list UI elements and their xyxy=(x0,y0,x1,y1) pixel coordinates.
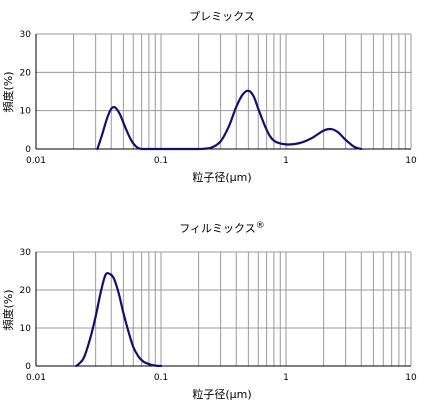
y-tick-label: 30 xyxy=(20,248,32,258)
filmix-chart: フィルミックス® 0 10 20 30 0.01 0.1 1 10 頻度(%) 粒子径(μm… xyxy=(1,221,417,401)
x-tick-label: 0.01 xyxy=(26,373,46,383)
premix-axes xyxy=(35,34,411,150)
filmix-series-line xyxy=(75,271,163,368)
filmix-y-ticks: 0 10 20 30 xyxy=(20,248,32,372)
filmix-axes xyxy=(35,252,411,367)
premix-x-axis-label: 粒子径(μm) xyxy=(192,170,251,184)
x-tick-label: 0.1 xyxy=(154,373,168,383)
y-tick-label: 20 xyxy=(20,68,32,78)
y-tick-label: 10 xyxy=(20,324,32,334)
premix-x-ticks: 0.01 0.1 1 10 xyxy=(26,156,417,166)
premix-y-ticks: 0 10 20 30 xyxy=(20,30,32,155)
filmix-x-axis-label: 粒子径(μm) xyxy=(192,387,251,401)
x-tick-label: 10 xyxy=(405,373,417,383)
filmix-grid xyxy=(36,251,412,366)
filmix-x-ticks: 0.01 0.1 1 10 xyxy=(26,373,417,383)
y-tick-label: 0 xyxy=(25,362,31,372)
x-tick-label: 1 xyxy=(283,373,289,383)
filmix-title-mark: ® xyxy=(256,221,265,231)
premix-y-axis-label: 頻度(%) xyxy=(1,71,15,112)
filmix-title-text: フィルミックス xyxy=(179,222,255,235)
y-tick-label: 10 xyxy=(20,107,32,117)
x-tick-label: 1 xyxy=(283,156,289,166)
filmix-y-axis-label: 頻度(%) xyxy=(1,289,15,330)
x-tick-label: 0.1 xyxy=(154,156,168,166)
filmix-chart-title: フィルミックス® xyxy=(179,221,264,235)
premix-chart-title: プレミックス xyxy=(189,10,255,23)
x-tick-label: 10 xyxy=(405,156,417,166)
y-tick-label: 0 xyxy=(25,145,31,155)
y-tick-label: 20 xyxy=(20,286,32,296)
y-tick-label: 30 xyxy=(20,30,32,40)
premix-series-line xyxy=(96,89,363,151)
x-tick-label: 0.01 xyxy=(26,156,46,166)
premix-grid xyxy=(36,33,412,149)
premix-chart: プレミックス 0 10 20 30 0.01 0.1 1 10 頻度(%) 粒子径(μm) xyxy=(1,10,417,184)
